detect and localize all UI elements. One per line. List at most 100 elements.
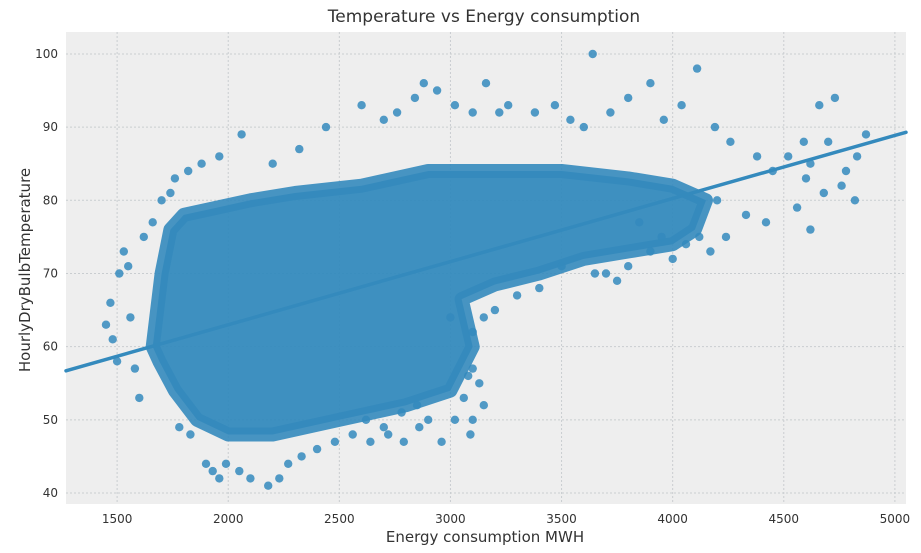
- scatter-point: [695, 232, 704, 242]
- scatter-point: [424, 415, 433, 424]
- scatter-point: [450, 415, 460, 424]
- scatter-point: [490, 305, 500, 315]
- y-axis-label: HourlyDryBulbTemperature: [16, 168, 34, 372]
- scatter-point: [741, 210, 751, 220]
- scatter-point: [468, 415, 477, 424]
- y-tick-label: 60: [43, 340, 58, 354]
- scatter-point: [721, 232, 731, 242]
- scatter-point: [264, 481, 273, 490]
- scatter-point: [712, 196, 722, 205]
- scatter-point: [392, 108, 402, 117]
- scatter-point: [115, 269, 124, 278]
- scatter-point: [481, 79, 491, 88]
- scatter-point: [692, 64, 702, 73]
- x-axis-label: Energy consumption MWH: [386, 528, 584, 546]
- scatter-point: [379, 115, 388, 125]
- scatter-point: [357, 101, 366, 110]
- scatter-point: [215, 474, 224, 483]
- scatter-point: [268, 159, 277, 168]
- scatter-point: [468, 108, 477, 117]
- dense-point-cloud: [145, 164, 713, 442]
- scatter-point: [124, 262, 133, 271]
- scatter-point: [659, 115, 668, 125]
- scatter-point: [157, 196, 166, 205]
- x-tick-label: 3000: [435, 512, 466, 526]
- scatter-point: [530, 108, 540, 117]
- scatter-points: [101, 49, 871, 490]
- scatter-point: [450, 101, 460, 110]
- regression-line: [64, 130, 908, 373]
- scatter-point: [657, 232, 666, 242]
- scatter-point: [792, 203, 802, 212]
- y-tick-label: 40: [43, 486, 58, 500]
- scatter-point: [590, 269, 600, 278]
- scatter-point: [726, 137, 735, 146]
- scatter-point: [801, 174, 811, 183]
- scatter-point: [479, 313, 488, 322]
- scatter-point: [706, 247, 715, 256]
- scatter-point: [504, 101, 513, 110]
- scatter-point: [624, 262, 633, 271]
- scatter-point: [139, 232, 148, 242]
- scatter-point: [235, 466, 244, 476]
- scatter-point: [130, 364, 140, 373]
- scatter-point: [379, 423, 388, 432]
- scatter-point: [432, 86, 442, 95]
- scatter-point: [112, 357, 122, 366]
- scatter-point: [410, 93, 420, 103]
- x-tick-label: 3500: [546, 512, 577, 526]
- scatter-point: [824, 137, 833, 146]
- scatter-point: [850, 196, 860, 205]
- scatter-point: [108, 335, 117, 344]
- scatter-point: [710, 122, 720, 132]
- scatter-point: [475, 379, 484, 388]
- scatter-point: [557, 262, 566, 271]
- scatter-point: [459, 393, 468, 403]
- scatter-point: [612, 276, 622, 285]
- scatter-point: [412, 401, 422, 410]
- scatter-point: [752, 152, 762, 161]
- scatter-point: [106, 298, 115, 307]
- y-tick-label: 100: [35, 47, 58, 61]
- scatter-point: [466, 430, 475, 439]
- scatter-point: [348, 430, 357, 439]
- scatter-point: [275, 474, 284, 483]
- scatter-point: [197, 159, 206, 168]
- scatter-point: [170, 174, 180, 183]
- scatter-point: [799, 137, 808, 146]
- scatter-point: [624, 93, 633, 103]
- scatter-point: [601, 269, 611, 278]
- scatter-point: [184, 166, 193, 176]
- chart-title: Temperature vs Energy consumption: [327, 7, 640, 27]
- scatter-point: [861, 130, 871, 139]
- axis-ticks: 1500 2000 2500 3000 3500 4000 4500 5000 40 50 60 70…: [35, 47, 910, 526]
- scatter-point: [208, 466, 217, 476]
- scatter-point: [101, 320, 111, 329]
- x-tick-label: 4000: [657, 512, 688, 526]
- scatter-point: [215, 152, 224, 161]
- scatter-point: [246, 474, 255, 483]
- x-tick-label: 1500: [102, 512, 133, 526]
- y-tick-label: 70: [43, 266, 58, 280]
- scatter-point: [446, 313, 455, 322]
- scatter-point: [297, 452, 306, 461]
- scatter-point: [806, 225, 815, 234]
- scatter-point: [321, 122, 331, 132]
- x-tick-label: 5000: [880, 512, 911, 526]
- scatter-point: [175, 423, 184, 432]
- scatter-point: [221, 459, 231, 468]
- y-tick-label: 50: [43, 413, 58, 427]
- scatter-point: [384, 430, 393, 439]
- scatter-point: [852, 152, 862, 161]
- scatter-point: [588, 49, 597, 59]
- scatter-point: [784, 152, 793, 161]
- scatter-point: [468, 327, 477, 337]
- scatter-point: [468, 364, 477, 373]
- scatter-point: [668, 254, 677, 264]
- y-tick-label: 80: [43, 193, 58, 207]
- scatter-point: [606, 108, 615, 117]
- scatter-point: [512, 291, 522, 300]
- scatter-point: [135, 393, 144, 403]
- scatter-point: [419, 79, 428, 88]
